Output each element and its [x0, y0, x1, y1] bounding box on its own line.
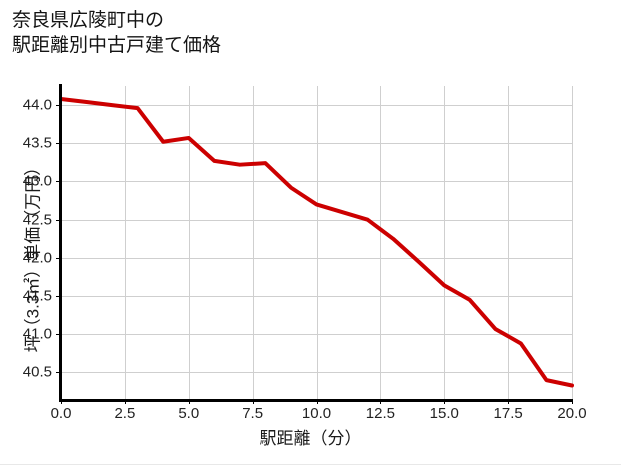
x-axis-tick-label: 12.5 [365, 405, 395, 422]
y-axis-tick-label: 43.0 [22, 172, 52, 190]
y-axis-label: 坪（3.3㎡）単価（万円） [23, 158, 43, 353]
y-axis-tick-mark [56, 296, 61, 298]
gridline-vertical [188, 86, 190, 400]
x-axis-tick-mark [380, 399, 382, 404]
y-axis-tick-mark [56, 143, 61, 145]
x-axis-tick-label: 10.0 [301, 405, 332, 422]
x-axis-line [59, 399, 573, 402]
y-axis-line [59, 84, 62, 402]
gridline-vertical [380, 86, 382, 400]
gridline-vertical [572, 86, 573, 400]
chart-title: 奈良県広陵町中の 駅距離別中古戸建て価格 [12, 8, 221, 58]
series-polyline [59, 96, 574, 388]
gridline-vertical [316, 86, 318, 400]
x-axis-tick-label: 20.0 [557, 405, 587, 422]
y-axis-tick-label: 40.5 [22, 363, 52, 381]
x-axis-tick-mark [252, 399, 254, 404]
x-axis-tick-label: 7.5 [242, 405, 264, 422]
gridline-vertical [508, 86, 510, 400]
x-axis-tick-mark [124, 399, 126, 404]
y-axis-tick-label: 42.5 [22, 211, 52, 229]
x-axis-tick-label: 2.5 [114, 405, 136, 422]
y-axis-tick-label: 42.0 [22, 249, 52, 267]
x-axis-tick-label: 0.0 [50, 405, 72, 422]
y-axis-tick-mark [56, 257, 61, 259]
y-axis-tick-label: 41.5 [22, 287, 52, 305]
x-axis-label: 駅距離（分） [259, 429, 362, 448]
y-axis-tick-mark [56, 105, 61, 107]
x-axis-tick-mark [316, 399, 318, 404]
y-axis-tick-mark [56, 372, 61, 374]
x-axis-tick-mark [572, 399, 573, 404]
x-axis-tick-label: 15.0 [429, 405, 459, 422]
y-axis-tick-mark [56, 334, 61, 336]
gridline-vertical [124, 86, 126, 400]
y-axis-tick-mark [56, 181, 61, 183]
x-axis-tick-mark [188, 399, 190, 404]
x-axis-tick-mark [508, 399, 510, 404]
y-axis-tick-mark [56, 219, 61, 221]
y-axis-tick-label: 41.0 [22, 325, 52, 343]
y-axis-tick-label: 43.5 [22, 134, 52, 152]
chart-title-line-1: 奈良県広陵町中の [12, 10, 165, 31]
y-axis-tick-label: 44.0 [22, 96, 52, 114]
gridline-vertical [444, 86, 446, 400]
gridline-vertical [252, 86, 254, 400]
plot-area [59, 86, 574, 400]
line-series [59, 96, 574, 388]
x-axis-tick-mark [444, 399, 446, 404]
x-axis-tick-mark [61, 399, 62, 404]
x-axis-tick-label: 17.5 [493, 405, 523, 422]
x-axis-tick-label: 5.0 [178, 405, 200, 422]
chart-title-line-2: 駅距離別中古戸建て価格 [12, 35, 222, 56]
